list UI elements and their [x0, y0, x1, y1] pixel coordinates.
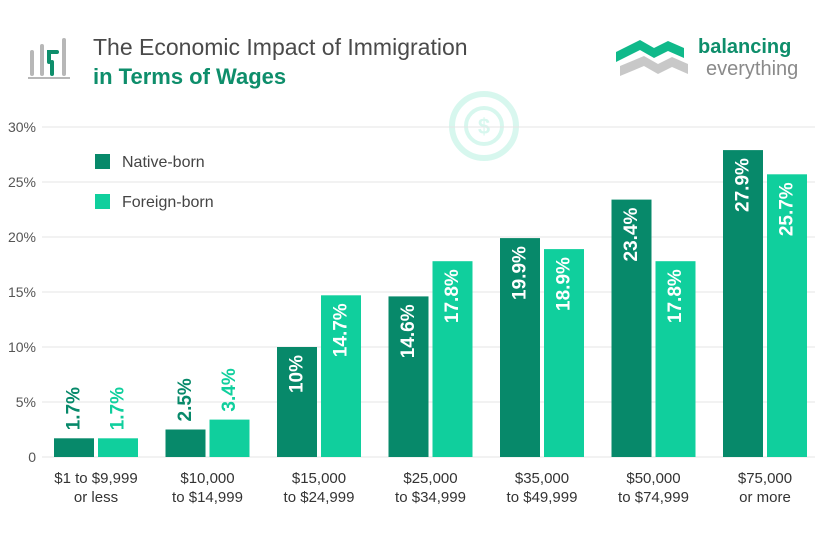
x-tick-label: to $49,999	[507, 489, 578, 506]
bar	[500, 238, 540, 457]
x-tick-label: $35,000	[515, 470, 569, 487]
x-tick-label: $10,000	[180, 470, 234, 487]
x-tick-label: to $34,999	[395, 489, 466, 506]
data-label: 1.7%	[64, 387, 85, 430]
brand-name-line1: balancing	[698, 36, 792, 58]
chart-title: The Economic Impact of Immigration	[93, 34, 468, 60]
data-label: 27.9%	[733, 158, 754, 212]
data-label: 17.8%	[442, 269, 463, 323]
bar	[655, 261, 696, 457]
x-tick-label: to $14,999	[172, 489, 243, 506]
x-tick-label: $15,000	[292, 470, 346, 487]
data-label: 1.7%	[108, 387, 129, 430]
brand-name-line2: everything	[706, 58, 799, 80]
y-tick-label: 15%	[8, 284, 36, 300]
data-label: 23.4%	[621, 207, 642, 261]
bar	[723, 150, 763, 457]
bar	[98, 438, 138, 457]
bars	[54, 150, 807, 458]
data-label: 10%	[287, 355, 308, 393]
x-tick-label: $75,000	[738, 470, 792, 487]
brand-logo: balancing everything	[612, 30, 822, 86]
data-label: 19.9%	[510, 246, 531, 300]
bar	[209, 419, 250, 457]
bar	[277, 347, 317, 457]
legend-swatch	[95, 194, 110, 209]
y-tick-label: 0	[28, 449, 36, 465]
y-tick-label: 30%	[8, 119, 36, 135]
bar	[165, 429, 206, 457]
bar	[544, 249, 584, 457]
data-label: 17.8%	[665, 269, 686, 323]
x-tick-label: to $74,999	[618, 489, 689, 506]
data-label: 25.7%	[777, 182, 798, 236]
x-tick-label: $50,000	[626, 470, 680, 487]
x-tick-label: $25,000	[403, 470, 457, 487]
y-axis: 0 5% 10% 15% 20% 25% 30%	[8, 119, 36, 465]
legend-label: Native-born	[122, 154, 205, 171]
data-label: 2.5%	[175, 378, 196, 421]
legend: Native-born Foreign-born	[95, 154, 214, 211]
bar	[767, 174, 807, 458]
chart-subtitle: in Terms of Wages	[93, 64, 287, 89]
data-label: 18.9%	[554, 257, 575, 311]
bar	[54, 438, 94, 457]
data-label: 3.4%	[219, 368, 240, 411]
legend-swatch	[95, 154, 110, 169]
x-tick-label: $1 to $9,999	[54, 470, 137, 487]
data-label: 14.6%	[398, 304, 419, 358]
brand-logo-icon	[616, 40, 688, 76]
bar	[388, 296, 429, 457]
data-labels: 1.7% 1.7% 2.5% 3.4% 10% 14.7% 14.6% 17.8% 19.9% 1…	[64, 158, 798, 430]
y-tick-label: 5%	[16, 394, 36, 410]
y-tick-label: 20%	[8, 229, 36, 245]
x-tick-label: or less	[74, 489, 118, 506]
dollar-coin-icon: $	[449, 91, 519, 161]
x-tick-label: or more	[739, 489, 791, 506]
bar-chart-icon	[28, 38, 70, 79]
x-tick-label: to $24,999	[284, 489, 355, 506]
bar	[321, 295, 361, 457]
x-axis: $1 to $9,999 or less $10,000 to $14,999 $15,…	[54, 470, 792, 506]
bar	[611, 199, 652, 457]
legend-label: Foreign-born	[122, 194, 214, 211]
data-label: 14.7%	[331, 303, 352, 357]
y-tick-label: 25%	[8, 174, 36, 190]
y-tick-label: 10%	[8, 339, 36, 355]
bar	[432, 261, 473, 457]
